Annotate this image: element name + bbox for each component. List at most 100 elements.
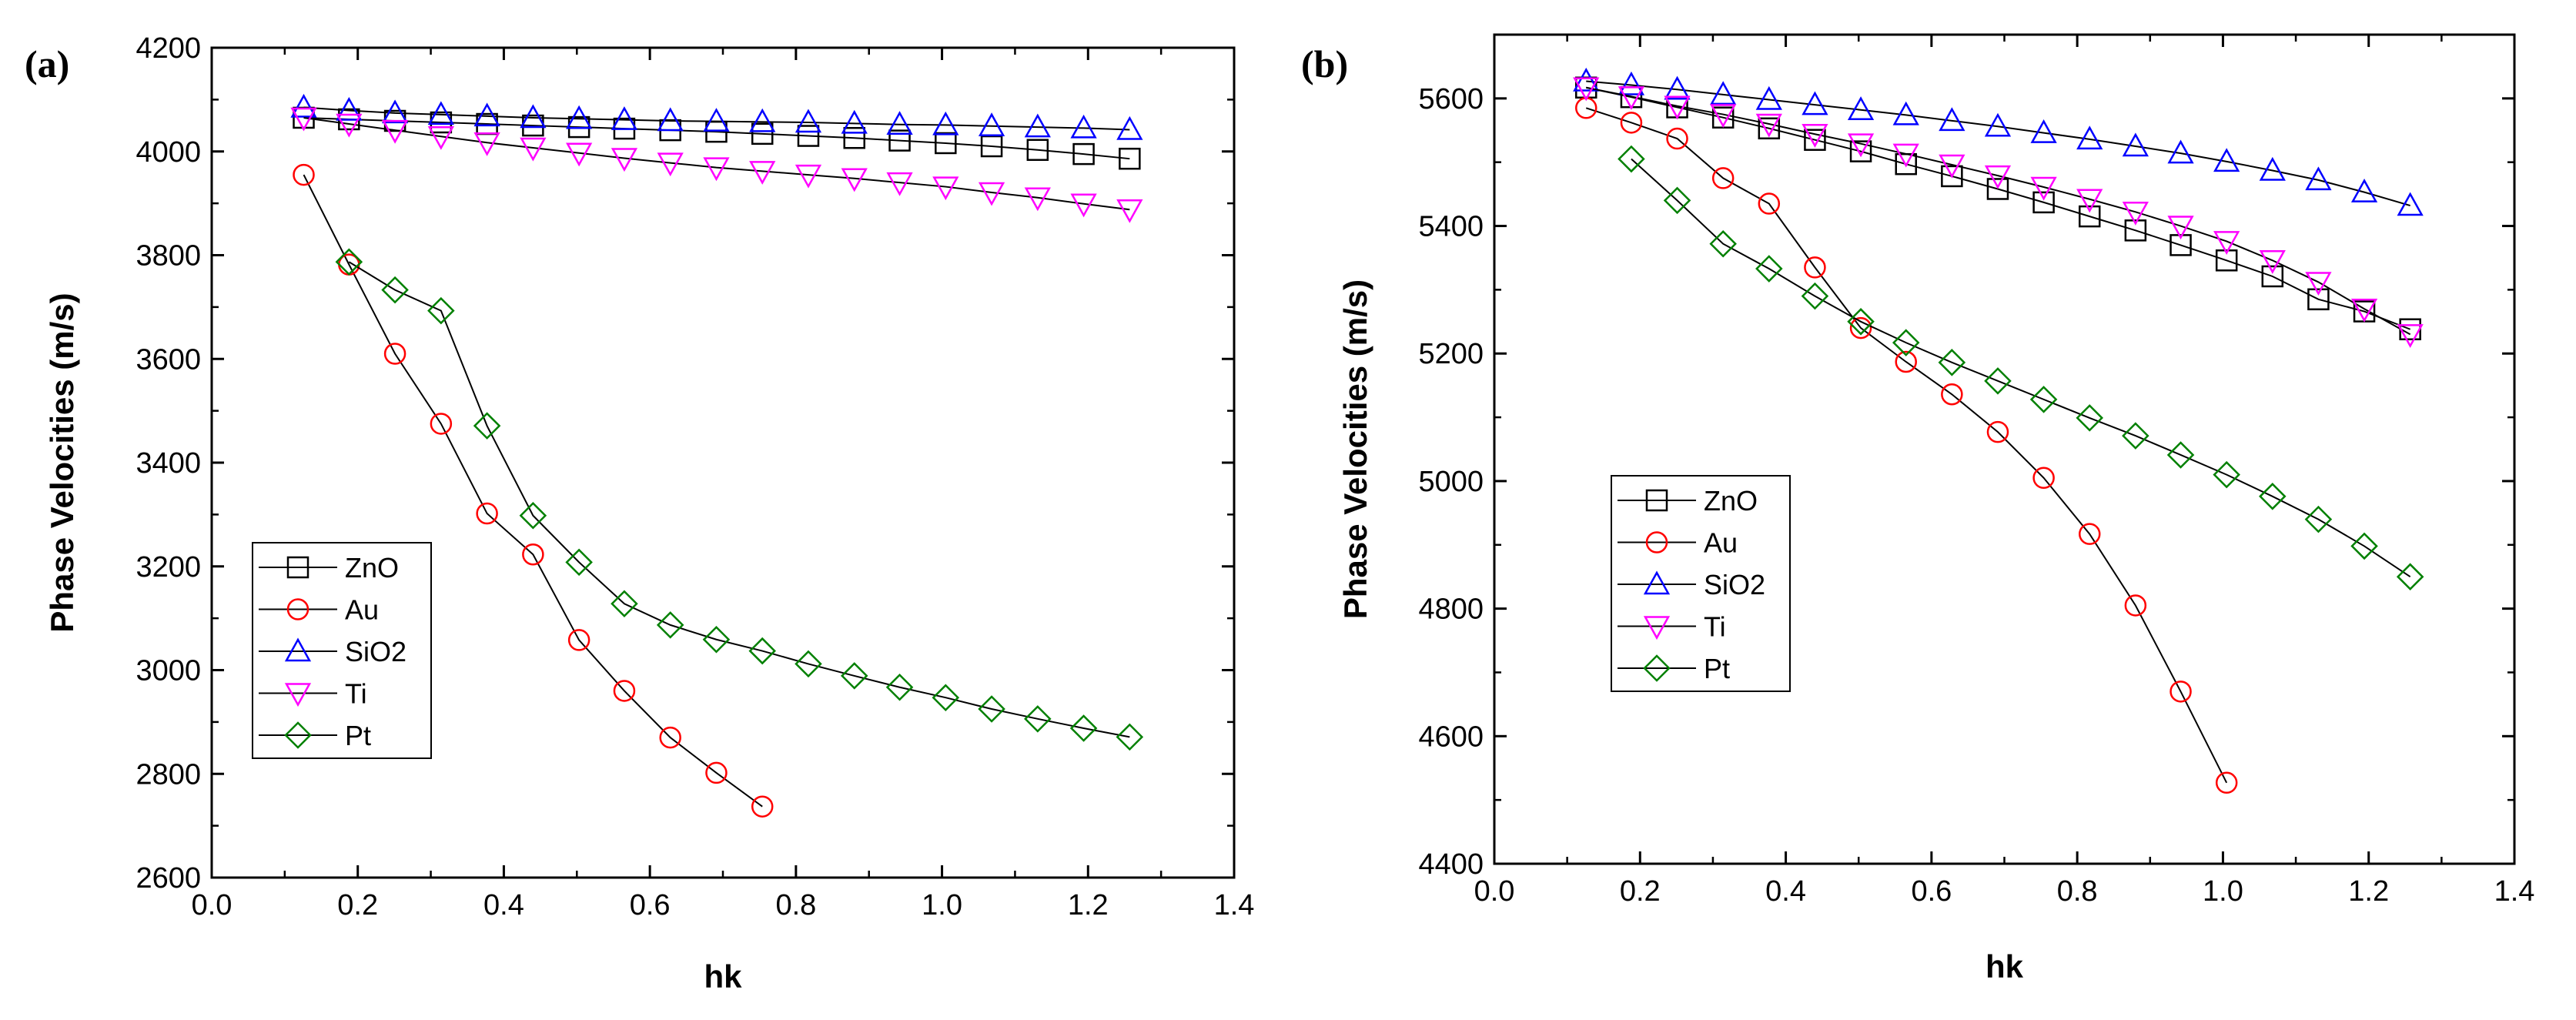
x-tick-label: 0.2 — [337, 889, 378, 921]
point-pt-10 — [795, 650, 822, 678]
point-sio2-4 — [1755, 85, 1782, 110]
legend-label-ti: Ti — [345, 678, 367, 710]
point-au-0 — [293, 163, 315, 186]
line-zno — [1586, 86, 2411, 330]
point-zno-15 — [2261, 265, 2284, 288]
point-sio2-5 — [520, 104, 547, 129]
y-tick-label: 2800 — [135, 758, 201, 791]
point-pt-2 — [1709, 229, 1737, 258]
point-sio2-8 — [657, 107, 684, 132]
point-pt-3 — [1755, 255, 1783, 283]
point-sio2-1 — [336, 96, 363, 121]
chart-panel-a: (a) 0.0 0.2 0.4 0.6 0.8 1.0 1.2 1.4 2600 2800 3000 3… — [25, 32, 1254, 995]
point-au-3 — [430, 413, 453, 435]
point-ti-17 — [2350, 298, 2378, 323]
legend-label-au: Au — [1704, 527, 1738, 559]
legend-marker-zno — [286, 556, 309, 579]
point-ti-15 — [978, 182, 1005, 206]
legend-label-sio2: SiO2 — [1704, 569, 1765, 600]
point-ti-12 — [841, 168, 868, 192]
point-ti-16 — [1024, 187, 1051, 212]
panel-label: (b) — [1301, 42, 1348, 85]
point-au-2 — [1666, 127, 1688, 150]
point-pt-6 — [611, 590, 638, 618]
point-zno-13 — [888, 129, 911, 152]
x-tick-label: 0.0 — [1474, 875, 1515, 908]
point-pt-14 — [2259, 483, 2287, 510]
point-zno-13 — [2170, 234, 2192, 256]
point-ti-14 — [2213, 231, 2240, 255]
legend-marker-pt — [1643, 654, 1671, 682]
y-tick-label: 3200 — [135, 551, 201, 584]
point-zno-5 — [1804, 129, 1826, 151]
point-au-6 — [1849, 316, 1872, 339]
point-ti-9 — [1984, 165, 2012, 189]
point-sio2-12 — [2122, 132, 2149, 157]
point-zno-4 — [1758, 117, 1781, 140]
point-sio2-6 — [1847, 96, 1875, 121]
point-sio2-11 — [2076, 125, 2103, 150]
point-ti-8 — [1939, 154, 1965, 179]
point-sio2-13 — [886, 111, 913, 135]
point-pt-9 — [748, 637, 776, 665]
series-zno — [293, 106, 1141, 170]
point-ti-10 — [749, 161, 776, 185]
point-sio2-16 — [2305, 166, 2332, 191]
legend-label-zno: ZnO — [1704, 485, 1758, 517]
point-ti-1 — [336, 113, 363, 138]
y-tick-label: 4200 — [135, 32, 201, 65]
point-pt-7 — [1938, 349, 1966, 376]
point-pt-5 — [565, 548, 593, 577]
point-au-4 — [1758, 192, 1781, 215]
point-au-4 — [476, 502, 498, 525]
x-tick-label: 1.2 — [1068, 889, 1109, 921]
x-tick-label: 1.4 — [1214, 889, 1255, 921]
point-zno-12 — [2124, 219, 2147, 242]
point-pt-1 — [1663, 186, 1691, 215]
point-sio2-3 — [427, 101, 454, 125]
point-pt-1 — [381, 276, 409, 304]
y-tick-label: 2600 — [135, 862, 201, 895]
x-tick-label: 0.8 — [2057, 875, 2098, 908]
point-pt-6 — [1892, 329, 1920, 356]
point-sio2-7 — [611, 106, 638, 130]
series-ti — [290, 107, 1143, 223]
point-zno-6 — [1849, 140, 1872, 162]
legend-marker-sio2 — [284, 637, 312, 662]
legend-label-pt: Pt — [1704, 653, 1730, 684]
point-zno-12 — [843, 126, 865, 149]
point-au-3 — [1711, 167, 1735, 189]
point-zno-10 — [751, 122, 774, 145]
x-tick-label: 0.6 — [630, 889, 671, 921]
y-tick-label: 3000 — [135, 655, 201, 687]
legend-label-au: Au — [345, 594, 379, 626]
legend-marker-pt — [284, 721, 312, 749]
point-zno-17 — [1072, 142, 1095, 166]
point-au-8 — [1941, 383, 1963, 406]
x-tick-label: 1.0 — [922, 889, 962, 921]
line-sio2 — [303, 106, 1130, 131]
legend-label-pt: Pt — [345, 720, 371, 751]
line-au — [303, 174, 763, 808]
point-zno-11 — [2078, 205, 2101, 228]
point-sio2-18 — [2397, 192, 2424, 216]
y-tick-label: 5400 — [1418, 211, 1484, 243]
point-pt-0 — [335, 248, 363, 276]
y-tick-label: 5600 — [1418, 83, 1484, 115]
point-ti-10 — [2030, 176, 2057, 201]
point-pt-11 — [2122, 422, 2149, 450]
legend-label-ti: Ti — [1704, 611, 1726, 643]
point-pt-17 — [1116, 723, 1144, 751]
y-tick-label: 5000 — [1418, 466, 1484, 498]
point-sio2-8 — [1939, 107, 1965, 132]
y-tick-label: 3800 — [135, 240, 201, 273]
point-au-8 — [659, 726, 681, 749]
series-au — [293, 163, 774, 818]
point-pt-4 — [1801, 282, 1829, 310]
legend-marker-au — [1645, 531, 1668, 553]
point-au-10 — [2032, 467, 2055, 490]
line-ti — [303, 116, 1130, 211]
point-pt-8 — [1984, 367, 2012, 395]
point-sio2-2 — [381, 99, 409, 124]
